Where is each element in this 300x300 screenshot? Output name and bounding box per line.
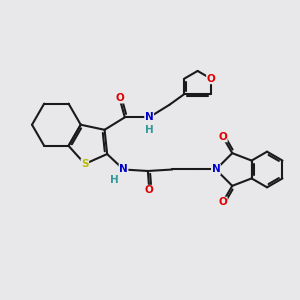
Text: O: O	[218, 132, 227, 142]
Text: O: O	[115, 93, 124, 103]
Text: N: N	[119, 164, 128, 175]
Text: O: O	[145, 185, 154, 195]
Text: H: H	[146, 125, 154, 135]
Text: N: N	[212, 164, 220, 175]
Text: N: N	[145, 112, 154, 122]
Text: O: O	[218, 197, 227, 207]
Text: S: S	[81, 159, 88, 169]
Text: H: H	[110, 175, 119, 185]
Text: O: O	[207, 74, 215, 84]
